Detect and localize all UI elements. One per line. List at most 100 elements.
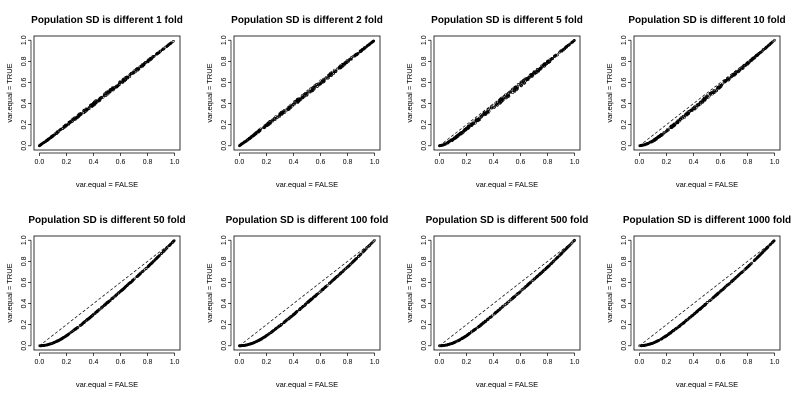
data-point [348, 263, 352, 266]
data-point [170, 241, 174, 244]
data-point [85, 318, 89, 322]
data-point [552, 259, 555, 263]
data-point [748, 263, 752, 266]
data-point [151, 56, 154, 59]
plot-area [238, 238, 376, 348]
data-point [549, 58, 553, 62]
data-point [148, 57, 152, 60]
data-point [87, 107, 91, 110]
data-point [54, 340, 58, 344]
data-point [84, 107, 88, 111]
data-point [305, 301, 309, 305]
data-point [252, 133, 256, 137]
data-point [767, 43, 771, 47]
y-tick-label: 0.8 [21, 256, 28, 266]
data-point [481, 321, 485, 325]
data-point [686, 112, 690, 116]
data-point [660, 133, 664, 137]
data-point [106, 91, 110, 94]
data-point [128, 73, 132, 77]
y-tick-label: 0.8 [221, 256, 228, 266]
data-point [756, 53, 759, 57]
data-point [126, 76, 130, 80]
data-point [348, 57, 352, 61]
data-point [752, 56, 756, 60]
y-axis-label: var.equal = TRUE [405, 63, 414, 122]
x-tick-label: 0.2 [462, 159, 472, 166]
data-point [267, 122, 271, 126]
data-point [512, 295, 516, 299]
data-point [363, 46, 366, 50]
plot-frame [633, 35, 781, 151]
data-point [47, 342, 51, 346]
data-point [695, 104, 699, 107]
data-point [456, 339, 459, 343]
data-point [263, 126, 266, 130]
data-point [97, 98, 101, 102]
data-point [567, 43, 571, 47]
data-point [338, 66, 342, 70]
data-point [294, 101, 298, 104]
x-tick-label: 0.6 [516, 359, 526, 366]
plot-area [638, 38, 776, 148]
data-point [690, 109, 694, 112]
data-point [705, 96, 708, 100]
data-point [246, 138, 249, 142]
data-point [119, 80, 122, 84]
data-point [68, 331, 72, 335]
plot-area [638, 239, 776, 348]
data-point [540, 64, 543, 68]
data-point [172, 239, 176, 243]
data-point [137, 67, 140, 71]
y-tick-label: 0.6 [421, 277, 428, 287]
data-point [323, 285, 327, 289]
y-tick-label: 1.0 [221, 235, 228, 245]
x-tick-label: 0.8 [343, 359, 353, 366]
data-point [362, 249, 366, 253]
data-point [165, 247, 168, 250]
data-point [57, 129, 61, 133]
data-point [763, 248, 767, 252]
data-point [769, 41, 773, 45]
reference-line [239, 39, 375, 147]
data-point [72, 328, 76, 332]
plot-frame [33, 35, 181, 151]
data-point [453, 340, 457, 344]
data-point [448, 139, 452, 143]
x-tick-label: 0.8 [143, 159, 153, 166]
y-tick-label: 0.2 [621, 320, 628, 330]
y-tick-label: 0.6 [221, 277, 228, 287]
data-point [135, 275, 139, 279]
data-point [287, 107, 291, 111]
data-point [708, 298, 712, 302]
data-point [475, 117, 479, 121]
data-point [300, 305, 304, 309]
chart-title: Population SD is different 1000 fold [623, 215, 791, 226]
data-point [672, 123, 676, 127]
data-point [679, 323, 683, 327]
data-point [304, 94, 308, 98]
data-point [119, 289, 123, 293]
x-tick-label: 0.4 [89, 359, 99, 366]
data-point [344, 61, 347, 65]
reference-line [239, 239, 375, 347]
chart-title: Population SD is different 5 fold [431, 15, 583, 26]
plot-area [438, 238, 576, 348]
data-point [88, 316, 92, 319]
data-point [645, 142, 648, 146]
data-point [169, 42, 173, 45]
data-point [99, 306, 103, 310]
data-point [462, 129, 465, 133]
data-point [510, 296, 514, 300]
plot-frame [233, 235, 381, 351]
data-point [146, 60, 149, 63]
data-point [678, 117, 682, 121]
y-axis-label: var.equal = TRUE [605, 263, 614, 322]
data-point [338, 272, 342, 276]
data-point [355, 257, 358, 260]
y-tick-label: 0.4 [421, 99, 428, 109]
y-tick-label: 0.0 [21, 341, 28, 351]
data-point [504, 93, 507, 97]
data-point [368, 42, 372, 46]
x-tick-label: 0.0 [235, 159, 245, 166]
